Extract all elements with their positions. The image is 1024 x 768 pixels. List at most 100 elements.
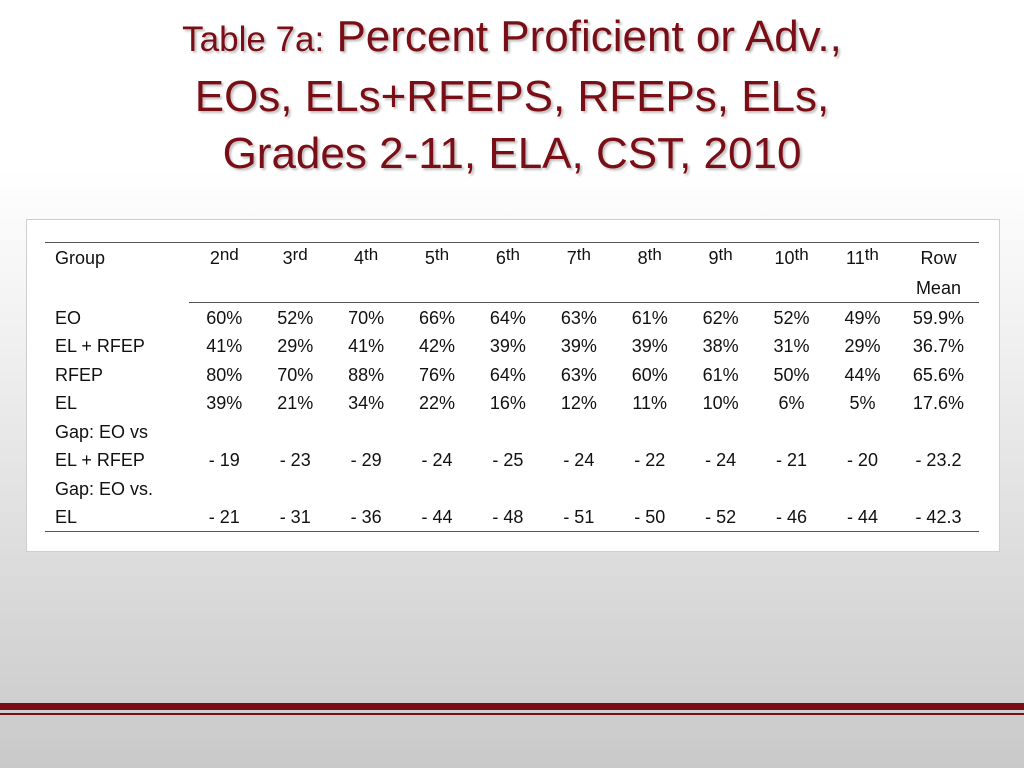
gap-mean-cell: - 42.3	[897, 502, 979, 532]
empty-cell	[898, 474, 979, 503]
grade-header: 6th	[472, 242, 544, 274]
gap-value-cell: - 46	[756, 502, 827, 532]
table-row: EL + RFEP 41% 29% 41% 42% 39% 39% 39% 38% 31% 29% 3…	[45, 332, 979, 361]
title-line-1: Table 7a: Percent Proficient or Adv.,	[0, 8, 1024, 68]
row-mean-cell: 36.7%	[912, 336, 964, 356]
row-mean-cell: 59.9%	[912, 307, 964, 328]
gap-value-cell: - 52	[685, 502, 757, 532]
gap-value-cell: - 24	[563, 450, 595, 470]
empty-cell	[685, 474, 756, 503]
grade-header: 2nd	[188, 242, 260, 274]
empty-cell	[543, 417, 614, 446]
gap-value-cell: - 24	[421, 450, 453, 470]
gap-label-line1: Gap: EO vs	[55, 421, 149, 442]
row-label: EL	[55, 393, 78, 413]
gap-value-cell: - 20	[846, 450, 878, 470]
value-cell: 64%	[489, 307, 526, 328]
value-cell: 6%	[778, 393, 805, 413]
title-line-1-text: Percent Proficient or Adv.,	[336, 12, 842, 61]
grade-num: 7	[566, 248, 577, 268]
empty-cell	[259, 274, 331, 303]
gap-value-cell: - 24	[705, 450, 737, 470]
empty-cell	[188, 274, 260, 303]
value-cell: 21%	[277, 393, 314, 413]
value-cell: 44%	[844, 364, 881, 385]
table-row: EL 39% 21% 34% 22% 16% 12% 11% 10% 6% 5% 17.6%	[45, 389, 979, 418]
empty-cell	[189, 474, 260, 503]
empty-cell	[898, 417, 979, 446]
grade-suffix: nd	[219, 245, 239, 264]
empty-cell	[472, 274, 544, 303]
gap-label-line2: EL	[45, 502, 189, 532]
gap-value-cell: - 36	[330, 502, 402, 532]
value-cell: 52%	[277, 307, 314, 328]
empty-cell	[543, 274, 615, 303]
table-body: Group 2nd 3rd 4th 5th 6th 7th 8th 9th 10…	[45, 242, 979, 532]
title-prefix: Table 7a:	[182, 20, 325, 59]
value-cell: 39%	[206, 393, 243, 413]
table-row: RFEP 80% 70% 88% 76% 64% 63% 60% 61% 50% 44% 65.6%	[45, 360, 979, 389]
proficiency-table: Group 2nd 3rd 4th 5th 6th 7th 8th 9th 10…	[45, 242, 979, 532]
grade-suffix: th	[864, 245, 879, 264]
empty-cell	[614, 274, 686, 303]
grade-num: 6	[495, 248, 506, 268]
row-mean-header-line2: Mean	[897, 274, 979, 303]
empty-cell	[827, 474, 898, 503]
gap-value-cell: - 50	[614, 502, 686, 532]
empty-cell	[45, 274, 189, 303]
grade-num: 5	[424, 248, 435, 268]
empty-cell	[402, 417, 473, 446]
gap-row: EL - 21- 31- 36- 44- 48- 51- 50- 52- 46- …	[45, 502, 979, 532]
grade-header: 7th	[543, 242, 615, 274]
value-cell: 34%	[348, 393, 385, 413]
grade-suffix: th	[647, 245, 662, 264]
value-cell: 88%	[348, 364, 385, 385]
value-cell: 29%	[277, 336, 314, 356]
value-cell: 16%	[489, 393, 526, 413]
value-cell: 50%	[773, 364, 810, 385]
grade-suffix: th	[576, 245, 591, 264]
value-cell: 63%	[560, 307, 597, 328]
value-cell: 76%	[419, 364, 456, 385]
value-cell: 12%	[560, 393, 597, 413]
value-cell: 38%	[702, 336, 739, 356]
gap-value-cell: - 21	[188, 502, 260, 532]
empty-cell	[402, 474, 473, 503]
empty-cell	[260, 417, 331, 446]
empty-cell	[472, 474, 543, 503]
grade-suffix: th	[434, 245, 450, 264]
value-cell: 60%	[206, 307, 243, 328]
title-line-2: EOs, ELs+RFEPS, RFEPs, ELs,	[194, 72, 830, 121]
gap-value-cell: - 44	[827, 502, 898, 532]
empty-cell	[685, 417, 756, 446]
value-cell: 41%	[348, 336, 385, 356]
gap-row-label: Gap: EO vs	[45, 417, 979, 446]
table-panel: Group 2nd 3rd 4th 5th 6th 7th 8th 9th 10…	[26, 219, 1000, 552]
grade-header: 3rd	[259, 242, 331, 274]
value-cell: 61%	[702, 364, 739, 385]
grade-suffix: th	[505, 245, 521, 264]
value-cell: 10%	[702, 393, 739, 413]
value-cell: 5%	[849, 393, 876, 413]
gap-value-cell: - 19	[208, 450, 240, 470]
group-header: Group	[45, 242, 189, 274]
gap-value-cell: - 44	[401, 502, 473, 532]
value-cell: 39%	[560, 336, 597, 356]
value-cell: 80%	[206, 364, 243, 385]
value-cell: 41%	[206, 336, 243, 356]
grade-header: 4th	[330, 242, 402, 274]
gap-mean-cell: - 23.2	[915, 450, 962, 470]
footer-bar	[0, 703, 1024, 710]
value-cell: 49%	[844, 307, 881, 328]
gap-value-cell: - 48	[472, 502, 544, 532]
value-cell: 62%	[702, 307, 739, 328]
row-label: RFEP	[55, 364, 104, 385]
value-cell: 61%	[631, 307, 668, 328]
value-cell: 52%	[773, 307, 810, 328]
empty-cell	[472, 417, 543, 446]
gap-value-cell: - 21	[776, 450, 808, 470]
footer-line	[0, 713, 1024, 715]
grade-num: 11	[846, 248, 865, 268]
value-cell: 63%	[560, 364, 597, 385]
grade-num: 4	[354, 248, 365, 268]
